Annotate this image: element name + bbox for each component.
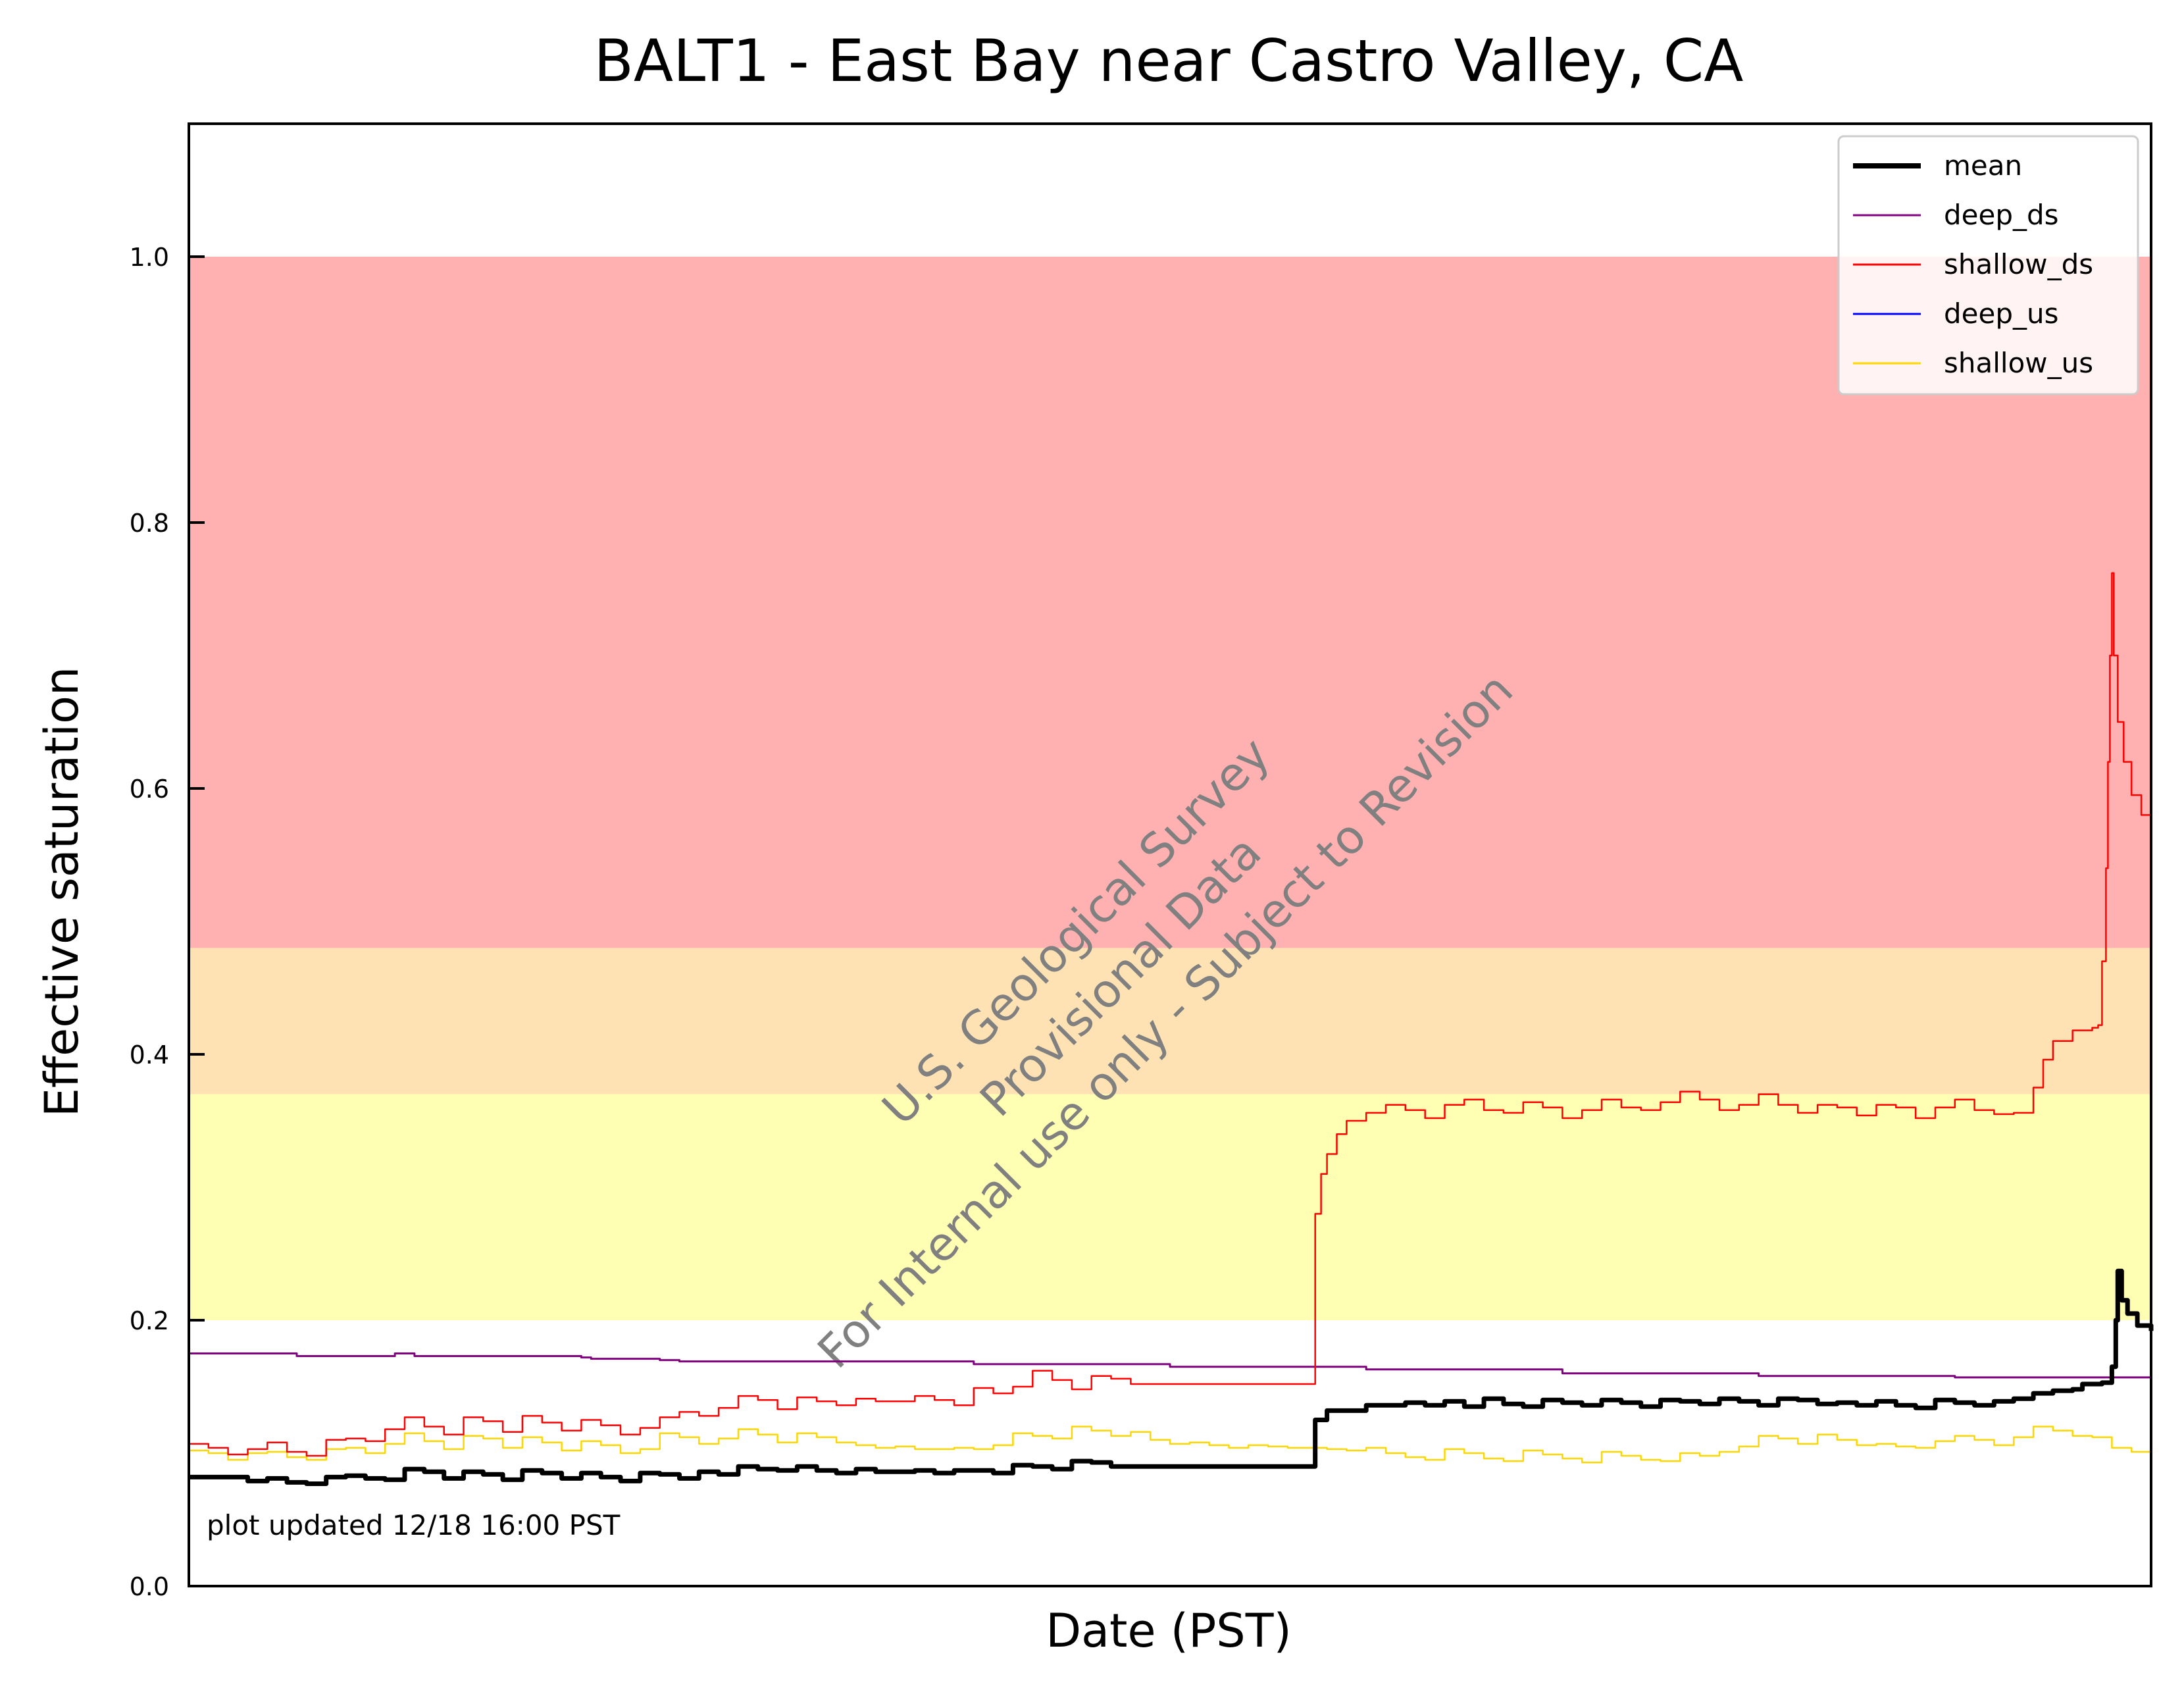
legend-label-deep-ds: deep_ds <box>1944 199 2059 231</box>
y-tick-label-1: 0.2 <box>130 1306 169 1335</box>
band-2 <box>189 257 2151 948</box>
chart-title: BALT1 - East Bay near Castro Valley, CA <box>594 27 1744 95</box>
plot-frame <box>188 122 2152 1587</box>
legend-label-deep-us: deep_us <box>1944 297 2059 330</box>
series-line-shallow-us <box>189 1426 2152 1464</box>
y-tick-label-3: 0.6 <box>130 775 169 804</box>
y-tick-label-5: 1.0 <box>130 243 169 272</box>
x-axis-label: Date (PST) <box>1046 1604 1292 1658</box>
y-tick-label-2: 0.4 <box>130 1041 169 1069</box>
legend-label-shallow-ds: shallow_ds <box>1944 248 2093 280</box>
y-axis: 0.0 0.2 0.4 0.6 0.8 1.0 <box>130 243 205 1601</box>
band-1 <box>189 948 2151 1094</box>
series-line-deep-ds <box>189 1352 2152 1379</box>
legend-box <box>1837 135 2139 396</box>
saturation-bands <box>189 257 2151 1320</box>
legend: mean deep_ds shallow_ds deep_us shallow_us <box>1837 135 2139 396</box>
y-axis-label: Effective saturation <box>35 667 89 1118</box>
series-line-mean <box>189 1268 2154 1486</box>
plot-updated-annotation: plot updated 12/18 16:00 PST <box>207 1509 621 1541</box>
y-tick-label-4: 0.8 <box>130 509 169 538</box>
series-line-shallow-ds <box>189 572 2152 1457</box>
legend-label-mean: mean <box>1944 149 2022 182</box>
legend-label-shallow-us: shallow_us <box>1944 347 2093 379</box>
series-lines <box>189 572 2154 1486</box>
y-tick-label-0: 0.0 <box>130 1572 169 1601</box>
band-0 <box>189 1094 2151 1320</box>
